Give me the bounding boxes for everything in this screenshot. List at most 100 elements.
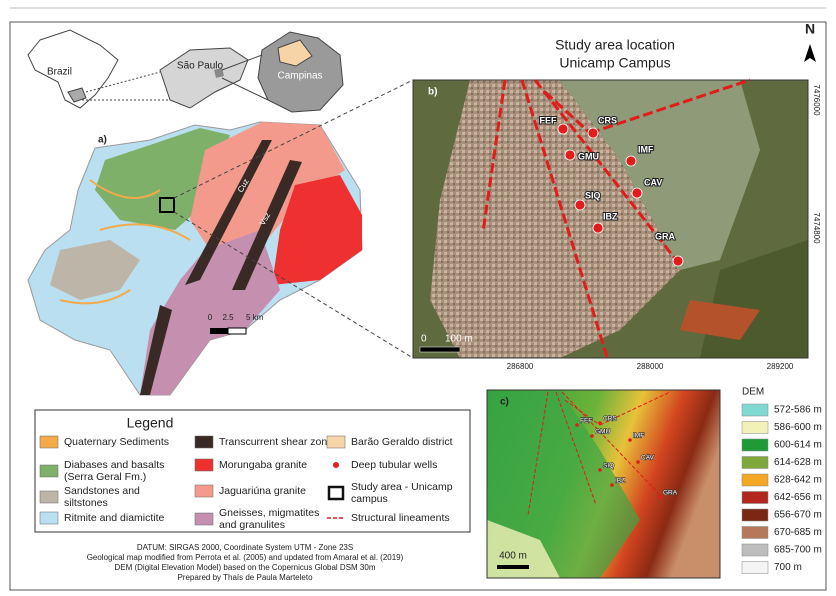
legend-swatch [39, 511, 59, 525]
well-marker [557, 123, 569, 135]
well-marker [574, 199, 586, 211]
well-marker [610, 483, 614, 487]
northing-label: 7476000 [812, 84, 821, 116]
well-marker [575, 423, 579, 427]
panel-label: c) [500, 397, 509, 408]
panel-frame [412, 79, 809, 359]
scale-bar [227, 327, 247, 335]
well-label: GMU [595, 429, 610, 436]
legend-frame [34, 409, 471, 533]
well-marker [587, 127, 599, 139]
dem-label: 572-586 m [774, 405, 822, 416]
legend-label: siltstones [64, 497, 108, 509]
legend-swatch [194, 458, 214, 472]
urban-area [430, 80, 680, 358]
bare-soil [680, 300, 760, 340]
scale-label: 0 [421, 334, 427, 345]
well-marker [636, 460, 640, 464]
well-marker [631, 187, 643, 199]
legend-swatch [326, 435, 346, 449]
sandstone-area [50, 240, 140, 300]
well-label: CAV [644, 177, 662, 187]
panel-label: b) [428, 87, 437, 98]
easting-label: 286800 [507, 362, 534, 371]
legend-label: Jaguariúna granite [219, 485, 306, 497]
well-label: GRA [663, 490, 678, 497]
lineament [520, 79, 609, 358]
dem-low [487, 390, 640, 578]
dem-legend-title: DEM [742, 387, 764, 398]
figure-frame [9, 21, 827, 591]
lineament [555, 391, 597, 506]
easting-label: 289200 [767, 362, 794, 371]
legend-symbol [327, 485, 345, 501]
lineament [481, 79, 507, 233]
legend-label: Barão Geraldo district [351, 436, 453, 448]
well-label: CRS [598, 115, 617, 125]
lineament [527, 391, 549, 516]
lineament [543, 90, 592, 135]
well-marker [625, 155, 637, 167]
legend-title: Legend [127, 415, 174, 431]
north-arrow [804, 44, 816, 62]
footer-line: DATUM: SIRGAS 2000, Coordinate System UT… [137, 543, 353, 552]
zoom-line [173, 211, 414, 359]
study-area-box [159, 197, 175, 213]
well-label: FEF [540, 115, 558, 125]
well-label: IMF [638, 144, 654, 154]
sp-in-brazil [67, 87, 87, 103]
lineament [564, 399, 601, 426]
dem-label: 628-642 m [774, 475, 822, 486]
legend-label: (Serra Geral Fm.) [64, 471, 146, 483]
legend-label: Ritmite and diamictite [64, 512, 165, 524]
panel-frame [486, 389, 721, 579]
inset-link [85, 71, 161, 93]
dem-label: 685-700 m [774, 545, 822, 556]
legend-label: Morungaba granite [219, 459, 307, 471]
dem-label: 586-600 m [774, 422, 822, 433]
legend-label: Quaternary Sediments [64, 436, 169, 448]
footer-line: Prepared by Thaís de Paula Marteleto [177, 573, 313, 582]
scale-label: 400 m [499, 551, 527, 562]
lineament [589, 78, 751, 135]
inset-link [221, 54, 263, 71]
sp-state [159, 47, 249, 109]
footer-line: Geological map modified from Perrota et … [87, 553, 404, 562]
scale-label: 100 m [445, 334, 473, 345]
dem-swatch [741, 403, 769, 417]
well-label: IMF [633, 433, 644, 440]
morungaba-area [272, 175, 362, 285]
well-marker [592, 222, 604, 234]
panel-label: a) [98, 135, 107, 146]
scale-bar [497, 565, 529, 569]
legend-label: Deep tubular wells [351, 459, 437, 471]
dem-swatch [741, 421, 769, 434]
dem-swatch [741, 473, 769, 487]
dem-label: 670-685 m [774, 527, 822, 538]
dem-swatch [741, 491, 769, 504]
well-label: SIQ [585, 190, 601, 200]
well-label: GRA [655, 231, 676, 241]
dem-label: 614-628 m [774, 457, 822, 468]
dem-label: 642-656 m [774, 492, 822, 503]
scale-label: 2.5 [222, 313, 234, 322]
northing-label: 7474800 [812, 212, 821, 244]
campinas-in-sp [214, 68, 224, 78]
well-marker [598, 468, 602, 472]
well-marker [564, 149, 576, 161]
legend-label: Diabases and basalts [64, 459, 164, 471]
legend-swatch [39, 490, 59, 504]
well-label: GMU [578, 151, 599, 161]
well-marker [658, 495, 662, 499]
lineament [533, 79, 682, 266]
sediment-streams [59, 179, 191, 305]
well-label: IBZ [603, 211, 618, 221]
title: Unicamp Campus [559, 55, 670, 71]
well-marker [672, 255, 684, 267]
well-marker [590, 434, 594, 438]
legend-symbol [332, 461, 340, 469]
legend-swatch [194, 484, 214, 498]
well-marker [598, 421, 602, 425]
scale-label: 0 [208, 313, 213, 322]
